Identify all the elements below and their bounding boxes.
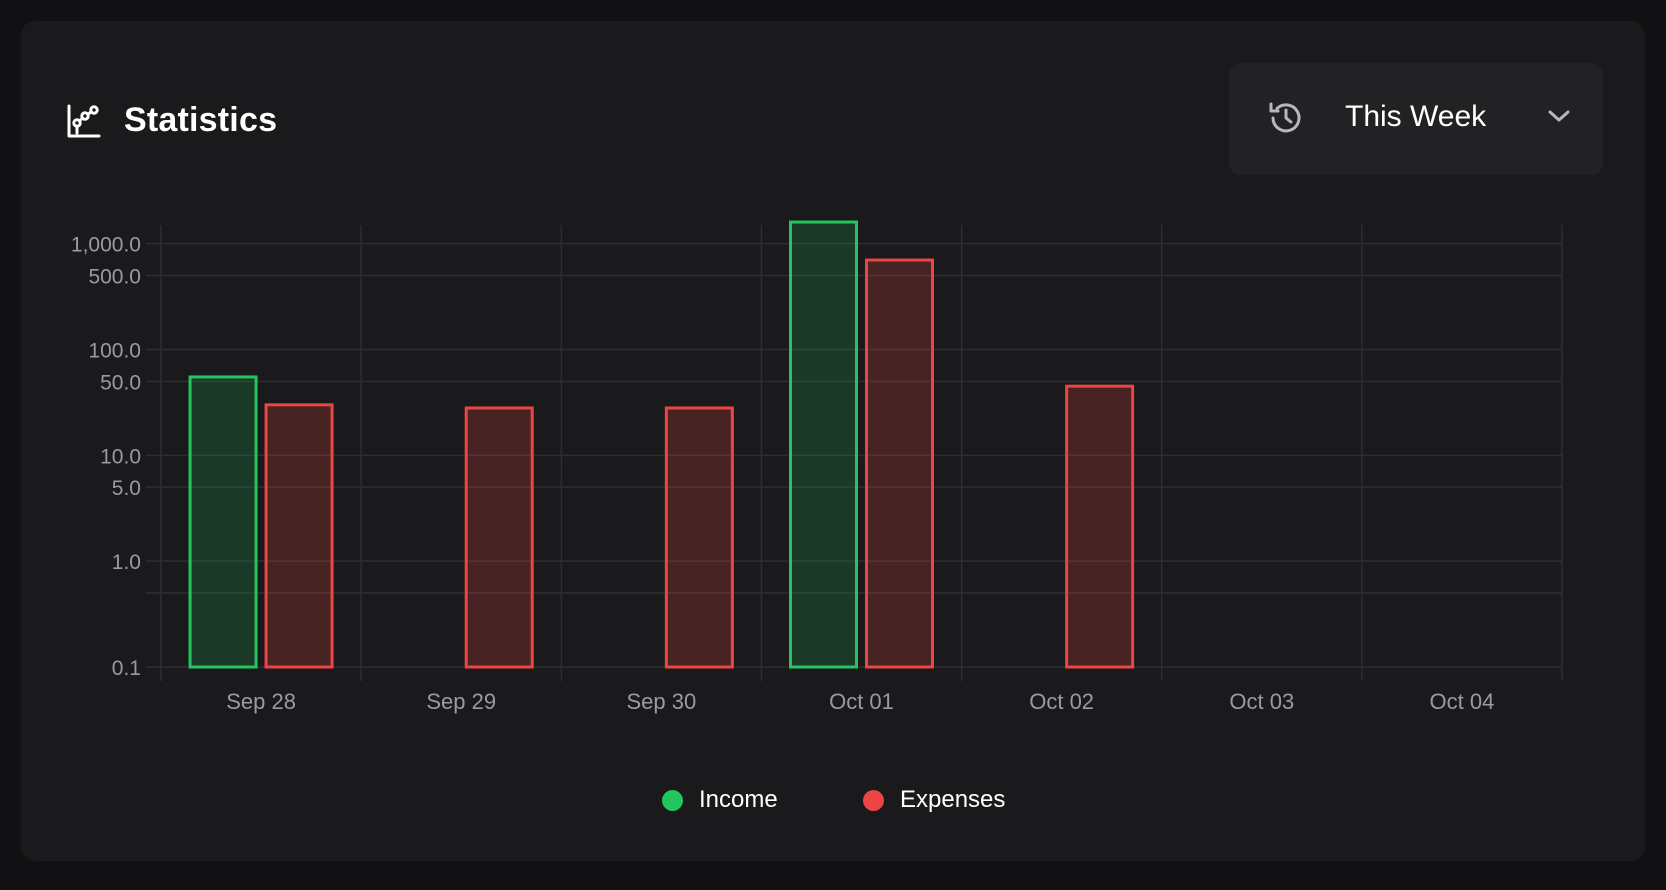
legend-item-income[interactable]: Income: [662, 786, 778, 814]
x-tick-label: Oct 02: [1029, 689, 1094, 714]
statistics-card: Statistics This Week 1,000.0 500.0 100.0: [21, 21, 1645, 861]
chevron-down-icon[interactable]: [1547, 107, 1571, 130]
title-group: Statistics: [66, 101, 277, 140]
period-label: This Week: [1345, 100, 1487, 133]
axis-layer: 1,000.0 500.0 100.0 50.0 10.0 5.0 1.0 0.1 Sep 28…: [71, 234, 1494, 714]
x-tick-label: Sep 28: [226, 689, 296, 714]
grid-layer: [146, 225, 1563, 681]
statistics-chart: 1,000.0 500.0 100.0 50.0 10.0 5.0 1.0 0.1 Sep 28…: [71, 220, 1563, 714]
legend-item-expenses[interactable]: Expenses: [863, 786, 1005, 814]
y-tick-label: 1,000.0: [71, 234, 141, 257]
y-tick-label: 0.1: [112, 657, 141, 680]
legend-label-income: Income: [699, 786, 778, 813]
y-tick-label: 100.0: [88, 339, 141, 362]
x-tick-label: Sep 29: [426, 689, 496, 714]
bar-expenses-sep-28: [264, 403, 334, 669]
y-tick-label: 50.0: [100, 371, 141, 394]
card-header: Statistics This Week: [21, 21, 1645, 181]
y-tick-label: 5.0: [112, 477, 141, 500]
chart-legend: Income Expenses: [21, 786, 1645, 826]
x-tick-label: Oct 01: [829, 689, 894, 714]
bar-expenses-sep-29: [464, 406, 534, 669]
bar-expenses-sep-30: [664, 406, 734, 669]
bar-expenses-oct-02: [1065, 384, 1135, 669]
bar-income-sep-28: [188, 375, 258, 669]
x-tick-label: Oct 04: [1430, 689, 1495, 714]
legend-label-expenses: Expenses: [900, 786, 1006, 813]
card-title: Statistics: [124, 101, 278, 139]
x-tick-label: Oct 03: [1229, 689, 1294, 714]
chart-line-icon: [66, 103, 102, 139]
y-tick-label: 10.0: [100, 445, 141, 468]
period-select[interactable]: This Week: [1229, 63, 1603, 175]
history-icon: [1267, 99, 1305, 142]
y-tick-label: 500.0: [88, 265, 141, 288]
chart-area: 1,000.0 500.0 100.0 50.0 10.0 5.0 1.0 0.1 Sep 28…: [21, 21, 1645, 861]
expenses-dot: [863, 789, 884, 811]
bar-income-oct-01: [789, 220, 858, 669]
x-tick-label: Sep 30: [626, 689, 696, 714]
bar-expenses-oct-01: [865, 258, 934, 669]
bars-layer: [188, 220, 1135, 669]
y-tick-label: 1.0: [112, 551, 141, 574]
income-dot: [662, 789, 683, 811]
